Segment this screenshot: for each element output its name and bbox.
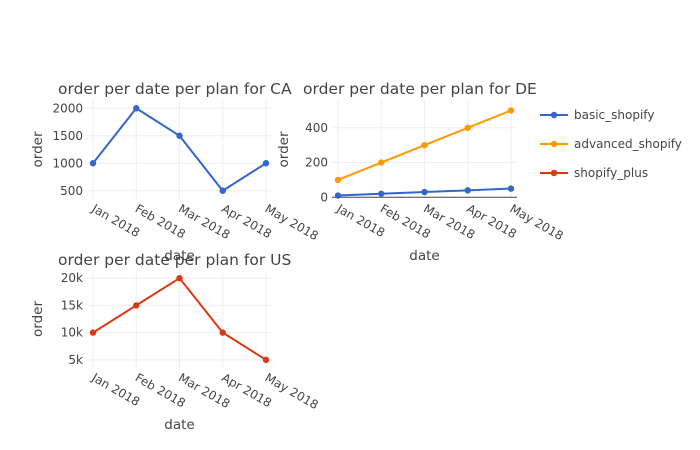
y-axis-label: order	[30, 131, 46, 167]
y-tick-label: 0	[320, 190, 328, 204]
data-point[interactable]	[507, 107, 515, 114]
y-tick-label: 2000	[52, 101, 83, 115]
y-axis-label: order	[276, 131, 292, 167]
data-point[interactable]	[507, 185, 515, 192]
x-tick-label: May 2018	[263, 370, 321, 412]
data-point[interactable]	[262, 160, 270, 167]
legend[interactable]: basic_shopify advanced_shopify shopify_plu…	[540, 108, 682, 180]
data-point[interactable]	[176, 274, 183, 282]
y-tick-label: 500	[60, 184, 83, 198]
chart-title: order per date per plan for US	[58, 251, 291, 269]
data-point[interactable]	[89, 329, 97, 336]
data-point[interactable]	[133, 105, 140, 112]
data-point[interactable]	[421, 188, 428, 196]
x-tick-label: Jan 2018	[89, 201, 143, 240]
legend-swatch-marker	[550, 169, 558, 177]
y-tick-label: 10k	[61, 326, 83, 340]
chart-title: order per date per plan for DE	[303, 80, 537, 98]
x-tick-label: Jan 2018	[89, 370, 143, 409]
legend-item-shopify_plus[interactable]: shopify_plus	[540, 166, 648, 180]
chart-title: order per date per plan for CA	[58, 80, 292, 98]
y-tick-label: 15k	[61, 298, 83, 312]
legend-swatch-marker	[550, 140, 558, 148]
y-axis-label: order	[30, 301, 46, 337]
x-tick-label: May 2018	[263, 201, 321, 243]
data-point[interactable]	[219, 329, 226, 336]
y-tick-label: 1500	[52, 129, 83, 143]
y-tick-label: 1000	[52, 156, 83, 170]
data-point[interactable]	[176, 132, 183, 139]
data-point[interactable]	[464, 187, 471, 194]
legend-label: shopify_plus	[574, 166, 648, 180]
x-axis-label: date	[164, 248, 194, 264]
x-axis-label: date	[409, 248, 439, 264]
data-point[interactable]	[378, 159, 385, 166]
data-point[interactable]	[378, 190, 385, 197]
legend-swatch-marker	[550, 111, 558, 119]
y-tick-label: 20k	[61, 271, 83, 285]
x-tick-label: May 2018	[508, 201, 566, 243]
x-tick-label: Jan 2018	[334, 201, 388, 240]
data-point[interactable]	[421, 141, 428, 149]
legend-label: advanced_shopify	[574, 137, 682, 151]
data-point[interactable]	[262, 356, 270, 364]
y-tick-label: 400	[305, 121, 328, 135]
data-point[interactable]	[219, 187, 226, 194]
legend-label: basic_shopify	[574, 108, 654, 122]
data-point[interactable]	[334, 192, 342, 199]
data-point[interactable]	[89, 160, 97, 167]
data-point[interactable]	[464, 124, 471, 131]
x-axis-label: date	[164, 417, 194, 433]
y-tick-label: 200	[305, 156, 328, 170]
legend-item-basic_shopify[interactable]: basic_shopify	[540, 108, 654, 122]
data-point[interactable]	[334, 176, 342, 184]
y-tick-label: 5k	[68, 353, 83, 367]
legend-item-advanced_shopify[interactable]: advanced_shopify	[540, 137, 682, 151]
data-point[interactable]	[133, 302, 140, 309]
